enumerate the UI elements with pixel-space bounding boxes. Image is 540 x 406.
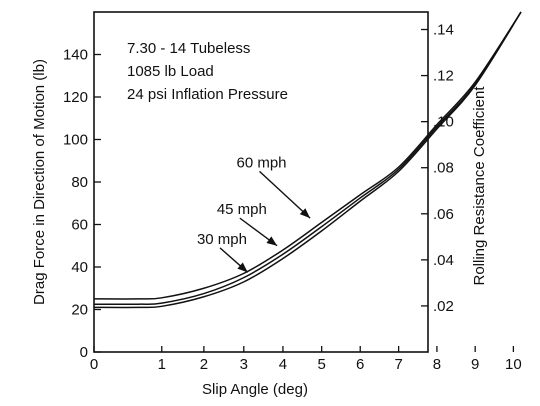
y-left-tick-label: 100: [63, 132, 88, 149]
series-label-30-mph: 30 mph: [197, 231, 247, 248]
annotation-tire: 7.30 - 14 Tubeless: [127, 40, 250, 57]
arrow-shaft-60-mph: [259, 170, 311, 219]
y-left-tick-label: 120: [63, 89, 88, 106]
y-left-tick-label: 0: [80, 344, 88, 361]
y-axis-left: 0 20 40 60 80 100 120 140: [63, 47, 101, 361]
y-right-tick-label: .04: [433, 252, 454, 269]
y-left-tick-label: 20: [71, 302, 88, 319]
series-label-45-mph: 45 mph: [217, 201, 267, 218]
y-right-tick-label: .06: [433, 206, 454, 223]
x-tick-label: 10: [505, 356, 522, 373]
series-line-30-mph: [93, 11, 522, 309]
y-left-tick-label: 140: [63, 47, 88, 64]
series-line-60-mph: [93, 11, 522, 300]
y-right-tick-label: .08: [433, 160, 454, 177]
x-axis: 0 1 2 3 4 5 6 7 8 9 10: [90, 346, 522, 373]
y-axis-left-title: Drag Force in Direction of Motion (lb): [31, 59, 48, 305]
annotation-load: 1085 lb Load: [127, 63, 214, 80]
y-left-tick-label: 40: [71, 259, 88, 276]
x-tick-label: 4: [279, 356, 287, 373]
y-axis-right: .02.04.06.08.10.12.14: [421, 22, 454, 315]
x-tick-label: 3: [240, 356, 248, 373]
y-right-tick-label: .14: [433, 22, 454, 39]
x-tick-label: 2: [200, 356, 208, 373]
x-tick-label: 8: [433, 356, 441, 373]
arrow-head-60-mph: [299, 208, 311, 219]
y-right-tick-label: .12: [433, 68, 454, 85]
arrow-head-30-mph: [237, 262, 248, 273]
x-tick-label: 6: [356, 356, 364, 373]
x-tick-label: 7: [394, 356, 402, 373]
x-axis-title: Slip Angle (deg): [202, 381, 308, 398]
series-label-60-mph: 60 mph: [236, 154, 286, 171]
y-left-tick-label: 60: [71, 217, 88, 234]
series-lines: [93, 11, 522, 309]
y-axis-right-title: Rolling Resistance Coefficient: [471, 86, 488, 286]
x-tick-label: 1: [158, 356, 166, 373]
x-tick-label: 9: [471, 356, 479, 373]
series-labels: 60 mph 45 mph 30 mph: [197, 154, 287, 248]
x-tick-label: 5: [318, 356, 326, 373]
series-arrows: [219, 170, 311, 273]
y-right-tick-label: .02: [433, 298, 454, 315]
series-line-45-mph: [93, 11, 522, 306]
arrow-head-45-mph: [266, 236, 278, 246]
y-left-tick-label: 80: [71, 174, 88, 191]
annotation-pressure: 24 psi Inflation Pressure: [127, 86, 288, 103]
x-tick-label: 0: [90, 356, 98, 373]
